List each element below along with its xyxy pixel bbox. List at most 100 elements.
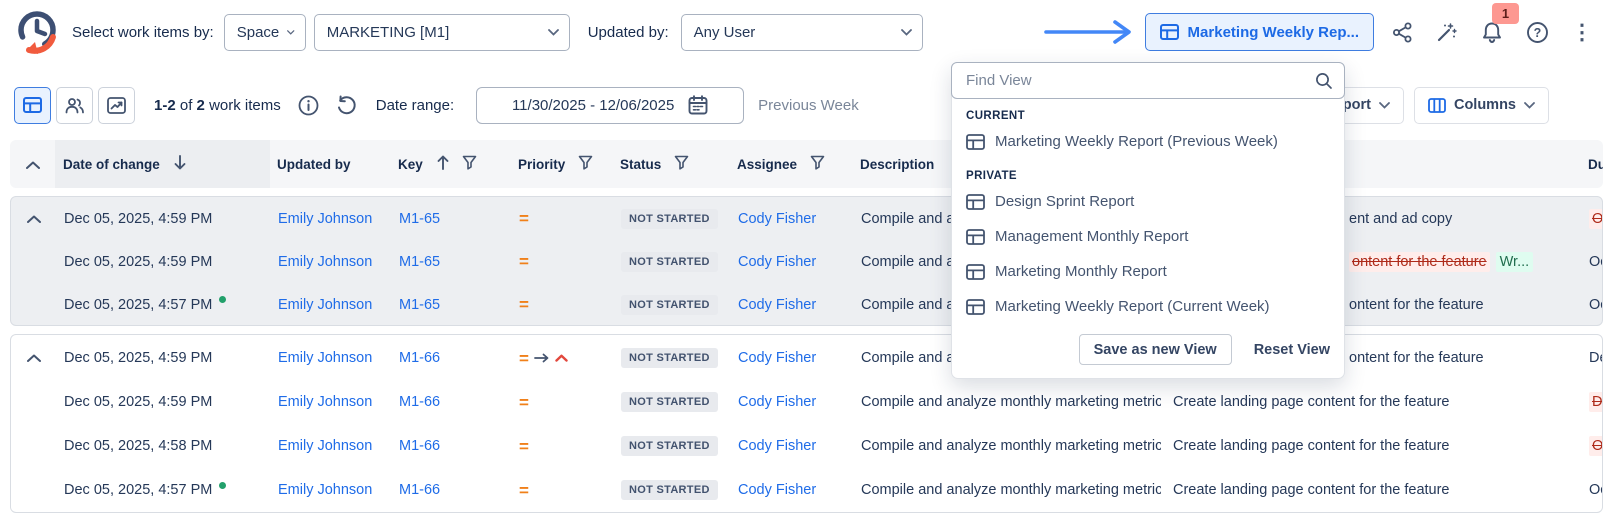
view-menu-item[interactable]: Marketing Monthly Report: [966, 254, 1330, 289]
more-options-button[interactable]: ⋮: [1565, 15, 1599, 49]
header-status[interactable]: Status: [620, 156, 662, 172]
collapse-all-chevron[interactable]: [25, 157, 40, 172]
view-menu-item[interactable]: Design Sprint Report: [966, 184, 1330, 219]
find-view-input[interactable]: [951, 62, 1345, 99]
table-view-icon: [23, 97, 42, 113]
table-row[interactable]: Dec 05, 2025, 4:59 PM Emily Johnson M1-6…: [11, 336, 1602, 380]
summary-removed: ontent for the feature: [1349, 251, 1490, 272]
table-row[interactable]: Dec 05, 2025, 4:57 PM Emily Johnson M1-6…: [11, 468, 1602, 512]
work-item-key-link[interactable]: M1-65: [399, 296, 441, 313]
chevron-down-icon: [1379, 101, 1390, 109]
bell-icon: [1483, 22, 1501, 43]
table-view-toggle[interactable]: [14, 86, 51, 124]
header-assignee[interactable]: Assignee: [737, 156, 798, 172]
space-dropdown[interactable]: Space: [223, 13, 306, 51]
due-date: Oct: [1589, 482, 1602, 498]
change-date: Dec 05, 2025, 4:59 PM: [64, 350, 213, 366]
assignee-link[interactable]: Cody Fisher: [738, 482, 817, 498]
filter-key-icon[interactable]: [462, 155, 477, 173]
header-date-of-change[interactable]: Date of change: [63, 156, 160, 172]
magic-wand-icon: [1437, 23, 1457, 42]
table-view-icon: [1159, 24, 1179, 40]
header-updated-by[interactable]: Updated by: [277, 156, 351, 172]
sort-ascending-icon[interactable]: [437, 155, 449, 173]
header-description[interactable]: Description: [860, 156, 935, 172]
work-item-key-link[interactable]: M1-66: [399, 438, 441, 454]
view-menu-item[interactable]: Management Monthly Report: [966, 219, 1330, 254]
due-date: Oct: [1589, 296, 1602, 313]
updated-by-link[interactable]: Emily Johnson: [278, 438, 373, 454]
sort-descending-icon[interactable]: [174, 155, 186, 173]
status-badge: NOT STARTED: [621, 348, 718, 368]
filter-status-icon[interactable]: [674, 155, 689, 173]
work-item-key-link[interactable]: M1-65: [399, 253, 441, 270]
save-as-new-view-button[interactable]: Save as new View: [1078, 334, 1232, 365]
filter-assignee-icon[interactable]: [810, 155, 825, 173]
work-item-key-link[interactable]: M1-66: [399, 482, 441, 498]
notifications-button[interactable]: 1: [1475, 3, 1519, 49]
updated-by-label: Updated by:: [587, 23, 669, 41]
assignee-link[interactable]: Cody Fisher: [738, 253, 817, 270]
updated-by-user-dropdown[interactable]: Any User: [680, 13, 923, 51]
info-button[interactable]: [298, 95, 319, 116]
header-priority[interactable]: Priority: [518, 156, 566, 172]
status-badge: NOT STARTED: [621, 294, 718, 315]
assignee-link[interactable]: Cody Fisher: [738, 210, 817, 227]
work-item-key-link[interactable]: M1-66: [399, 350, 441, 366]
arrow-right-icon: [534, 353, 550, 363]
reset-view-button[interactable]: Reset View: [1253, 341, 1330, 358]
kebab-icon: ⋮: [1571, 20, 1593, 44]
updated-by-link[interactable]: Emily Johnson: [278, 350, 373, 366]
status-badge: NOT STARTED: [621, 251, 718, 272]
refresh-button[interactable]: [336, 95, 357, 116]
collapse-group-chevron[interactable]: [26, 350, 41, 366]
chevron-down-icon: [1524, 101, 1535, 109]
date-range-input[interactable]: 11/30/2025 - 12/06/2025: [476, 86, 745, 124]
view-menu-item[interactable]: Marketing Weekly Report (Previous Week): [966, 124, 1330, 159]
top-bar: Select work items by: Space MARKETING [M…: [0, 0, 1613, 64]
share-button[interactable]: [1385, 15, 1419, 49]
collapse-group-chevron[interactable]: [26, 211, 41, 227]
updated-by-link[interactable]: Emily Johnson: [278, 253, 373, 270]
assignee-link[interactable]: Cody Fisher: [738, 350, 817, 366]
work-item-key-link[interactable]: M1-65: [399, 210, 441, 227]
table-view-icon: [966, 133, 985, 150]
work-item-key-link[interactable]: M1-66: [399, 394, 441, 410]
chevron-down-icon: [547, 28, 559, 36]
columns-button[interactable]: Columns: [1413, 86, 1549, 124]
updated-by-link[interactable]: Emily Johnson: [278, 482, 373, 498]
status-badge: NOT STARTED: [621, 392, 718, 412]
table-row[interactable]: Dec 05, 2025, 4:57 PM Emily Johnson M1-6…: [11, 283, 1602, 325]
table-row[interactable]: Dec 05, 2025, 4:59 PM Emily Johnson M1-6…: [11, 240, 1602, 283]
work-items-count: 1-2 of 2 work items: [154, 96, 281, 114]
current-view-button[interactable]: Marketing Weekly Rep...: [1144, 13, 1374, 51]
annotation-arrow-icon: [1043, 19, 1135, 45]
chart-view-toggle[interactable]: [98, 86, 135, 124]
new-change-dot: [219, 481, 227, 489]
help-button[interactable]: ?: [1520, 15, 1554, 49]
notification-count-badge: 1: [1492, 3, 1519, 24]
trend-chart-icon: [107, 96, 126, 114]
header-due[interactable]: Due: [1588, 156, 1603, 172]
table-view-icon: [966, 298, 985, 315]
people-view-toggle[interactable]: [56, 86, 93, 124]
assignee-link[interactable]: Cody Fisher: [738, 296, 817, 313]
assignee-link[interactable]: Cody Fisher: [738, 438, 817, 454]
work-item-group: Dec 05, 2025, 4:59 PM Emily Johnson M1-6…: [10, 334, 1603, 513]
filter-priority-icon[interactable]: [578, 155, 593, 173]
priority-medium-icon: =: [519, 252, 529, 271]
project-dropdown[interactable]: MARKETING [M1]: [313, 13, 570, 51]
magic-wand-button[interactable]: [1430, 15, 1464, 49]
assignee-link[interactable]: Cody Fisher: [738, 394, 817, 410]
updated-by-link[interactable]: Emily Johnson: [278, 210, 373, 227]
updated-by-link[interactable]: Emily Johnson: [278, 394, 373, 410]
columns-icon: [1428, 97, 1446, 113]
change-date: Dec 05, 2025, 4:59 PM: [64, 394, 213, 410]
share-icon: [1392, 22, 1411, 42]
table-row[interactable]: Dec 05, 2025, 4:59 PM Emily Johnson M1-6…: [11, 380, 1602, 424]
updated-by-link[interactable]: Emily Johnson: [278, 296, 373, 313]
header-key[interactable]: Key: [398, 156, 423, 172]
table-row[interactable]: Dec 05, 2025, 4:59 PM Emily Johnson M1-6…: [11, 197, 1602, 240]
table-row[interactable]: Dec 05, 2025, 4:58 PM Emily Johnson M1-6…: [11, 424, 1602, 468]
view-menu-item[interactable]: Marketing Weekly Report (Current Week): [966, 289, 1330, 324]
